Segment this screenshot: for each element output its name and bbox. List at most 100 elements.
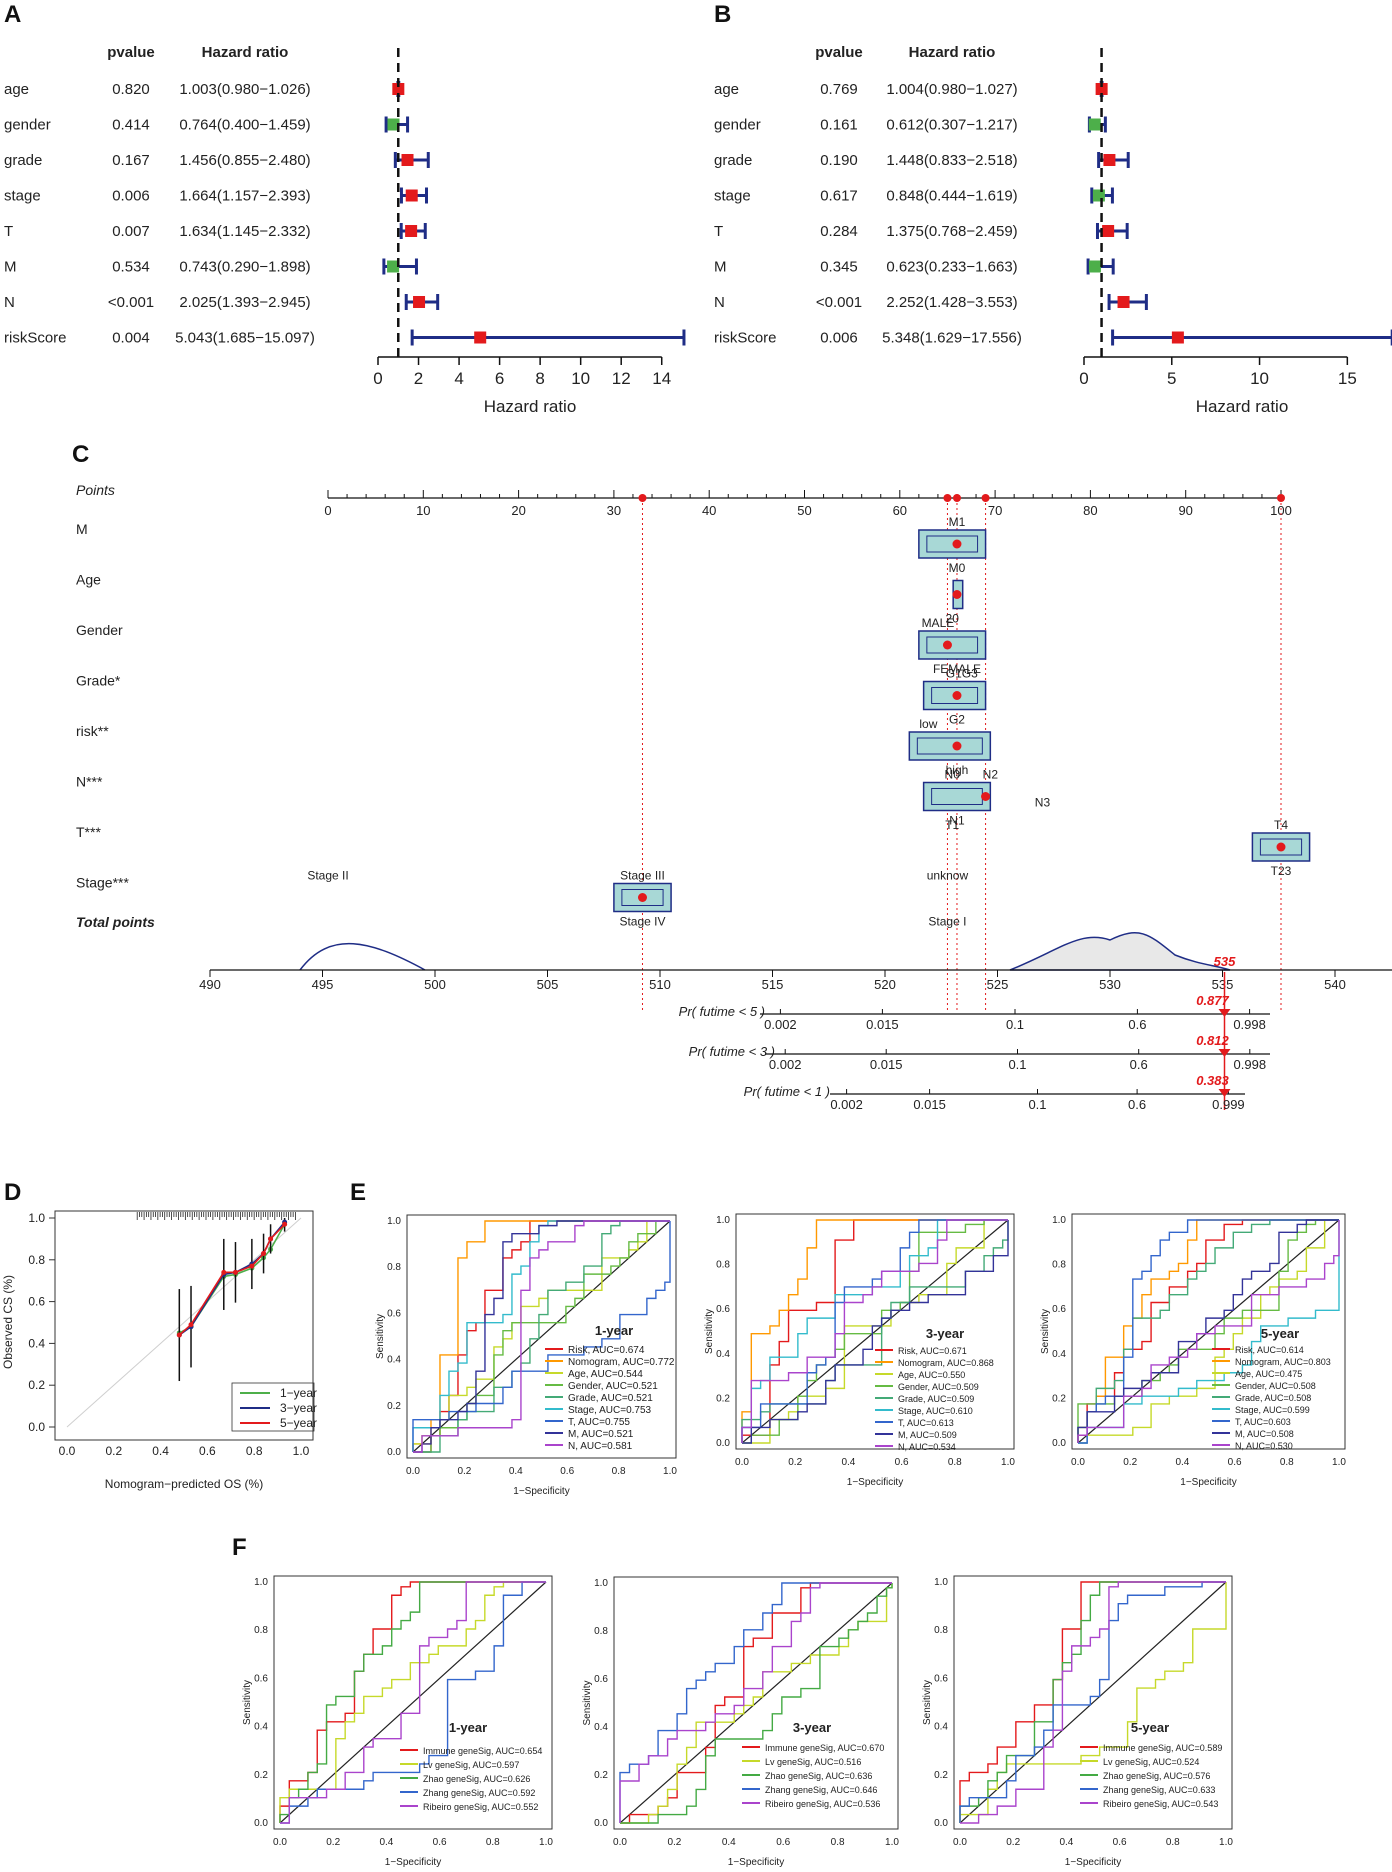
forest-a-hr-marker <box>387 260 400 273</box>
nomogram-box <box>918 529 987 559</box>
nomogram-prob-tick-label: 0.002 <box>764 1017 797 1032</box>
roc-f1-y-axis-label: Sensitivity <box>242 1680 253 1725</box>
roc-f2-y-tick-label: 0.0 <box>594 1818 608 1829</box>
nomogram-density-right <box>1009 932 1231 971</box>
roc-e1-diagonal <box>412 1220 671 1453</box>
roc-e2-x-tick-label: 1.0 <box>1001 1457 1015 1468</box>
nomogram-selected-dot <box>981 792 991 801</box>
nomogram-total-value: 535 <box>1214 954 1236 969</box>
nomogram-row-label: T*** <box>76 824 101 840</box>
forest-b-hr-marker <box>1117 296 1130 308</box>
roc-e1-legend-label: Risk, AUC=0.674 <box>568 1345 645 1356</box>
nomogram-points-marker <box>1277 494 1285 502</box>
calibration-x-tick-label: 0.8 <box>246 1444 263 1458</box>
roc-f3-x-tick-label: 0.6 <box>1113 1837 1127 1848</box>
nomogram-points-marker <box>952 494 961 502</box>
nomogram-row-label: M <box>76 521 88 537</box>
roc-f3-y-tick-label: 0.4 <box>934 1722 948 1733</box>
roc-e1-x-tick-label: 1.0 <box>663 1466 677 1477</box>
roc-e1-x-tick-label: 0.0 <box>406 1466 420 1477</box>
nomogram-level-label: N1 <box>949 814 965 828</box>
nomogram-box-inner <box>931 687 979 704</box>
nomogram-row-label: risk** <box>76 723 109 739</box>
calibration-point <box>261 1251 267 1257</box>
roc-e1-curve <box>413 1220 670 1453</box>
roc-e3-diagonal <box>1077 1219 1340 1444</box>
nomogram-prob-tick-label: 0.015 <box>913 1097 946 1112</box>
roc-e1-legend-label: Nomogram, AUC=0.772 <box>568 1357 675 1368</box>
forest-b-x-tick-label: 0 <box>1079 369 1088 388</box>
roc-f1-legend-label: Ribeiro geneSig, AUC=0.552 <box>423 1802 538 1812</box>
roc-e3-legend-label: Risk, AUC=0.614 <box>1235 1345 1304 1355</box>
panel-letter-f: F <box>232 1534 247 1561</box>
nomogram-level-label: N3 <box>1035 796 1051 810</box>
forest-b-x-axis-label: Hazard ratio <box>1196 397 1289 416</box>
roc-e1-y-axis-label: Sensitivity <box>375 1314 386 1359</box>
nomogram-total-tick-label: 535 <box>1212 977 1234 992</box>
forest-a-row-label: N <box>4 294 15 311</box>
forest-a-x-tick-label: 14 <box>652 369 671 388</box>
forest-a-row-hr: 1.003(0.980−1.026) <box>179 81 310 98</box>
roc-e1-y-tick-label: 1.0 <box>387 1216 401 1227</box>
roc-e2-curve <box>742 1220 1009 1444</box>
roc-e3-y-tick-label: 0.2 <box>1052 1393 1066 1404</box>
calibration-legend-label: 3−year <box>280 1401 317 1415</box>
calibration-y-tick-label: 0.2 <box>28 1378 45 1392</box>
roc-f3-y-tick-label: 0.2 <box>934 1770 948 1781</box>
roc-f3-legend-label: Lv geneSig, AUC=0.524 <box>1103 1757 1199 1767</box>
roc-f1-frame <box>273 1575 553 1830</box>
forest-a-row-pvalue: 0.414 <box>112 117 150 134</box>
nomogram-points-tick-label: 0 <box>324 503 331 518</box>
nomogram-points-tick-label: 30 <box>607 503 621 518</box>
nomogram-points-marker <box>981 494 990 502</box>
calibration-y-tick-label: 0.8 <box>28 1253 45 1267</box>
nomogram-level-label: M0 <box>949 561 966 575</box>
nomogram-box <box>918 630 987 660</box>
forest-a-x-tick-label: 8 <box>535 369 544 388</box>
roc-e1-y-tick-label: 0.6 <box>387 1308 401 1319</box>
calibration-point <box>232 1269 238 1275</box>
forest-a-row-pvalue: 0.006 <box>112 188 150 205</box>
roc-e2-x-tick-label: 0.6 <box>895 1457 909 1468</box>
roc-f1-title: 1-year <box>449 1720 487 1735</box>
forest-a-x-tick-label: 2 <box>414 369 423 388</box>
roc-f1-x-tick-label: 0.4 <box>379 1837 393 1848</box>
calibration-x-tick-label: 0.0 <box>59 1444 76 1458</box>
forest-a-row-label: age <box>4 81 29 98</box>
roc-e2-legend-label: Age, AUC=0.550 <box>898 1370 965 1380</box>
nomogram-points-tick-label: 50 <box>797 503 811 518</box>
forest-a-x-tick-label: 0 <box>373 369 382 388</box>
roc-e3-y-tick-label: 0.6 <box>1052 1304 1066 1315</box>
forest-b-row-label: N <box>714 294 725 311</box>
roc-f2-y-tick-label: 0.2 <box>594 1770 608 1781</box>
nomogram-box-inner <box>1259 838 1303 856</box>
roc-f3-y-tick-label: 1.0 <box>934 1577 948 1588</box>
roc-e1-legend-label: Stage, AUC=0.753 <box>568 1405 652 1416</box>
forest-a-header-hazard: Hazard ratio <box>202 44 289 61</box>
calibration-y-tick-label: 0.4 <box>28 1336 45 1350</box>
roc-e3-y-tick-label: 0.4 <box>1052 1349 1066 1360</box>
nomogram-level-label: low <box>919 717 937 731</box>
nomogram-prob-tick-label: 0.6 <box>1130 1057 1148 1072</box>
roc-e3-curve <box>1077 1219 1339 1443</box>
nomogram-level-label: unknow <box>927 869 969 883</box>
roc-f1-y-tick-label: 0.4 <box>254 1722 268 1733</box>
roc-e1-curve <box>412 1221 671 1452</box>
nomogram-prob-value: 0.877 <box>1196 993 1229 1008</box>
roc-e2-y-tick-label: 1.0 <box>716 1215 730 1226</box>
forest-b-hr-marker <box>1088 118 1101 131</box>
forest-a-hr-marker <box>474 331 487 344</box>
roc-f1-legend-label: Immune geneSig, AUC=0.654 <box>423 1746 542 1756</box>
roc-e1-frame <box>406 1214 677 1459</box>
roc-f2-curve <box>619 1582 892 1823</box>
nomogram-selected-dot <box>1276 842 1286 852</box>
roc-e2-y-axis-label: Sensitivity <box>704 1309 715 1354</box>
nomogram-prob-label: Pr( futime < 1 ) <box>744 1084 830 1099</box>
nomogram-row-label: Grade* <box>76 673 121 689</box>
forest-a-row-pvalue: 0.007 <box>112 223 150 240</box>
roc-e2-y-tick-label: 0.4 <box>716 1349 730 1360</box>
nomogram-box-inner <box>621 889 664 906</box>
nomogram-total-tick-label: 530 <box>1099 977 1121 992</box>
calibration-frame <box>54 1210 314 1441</box>
roc-e3-curve <box>1078 1219 1339 1444</box>
